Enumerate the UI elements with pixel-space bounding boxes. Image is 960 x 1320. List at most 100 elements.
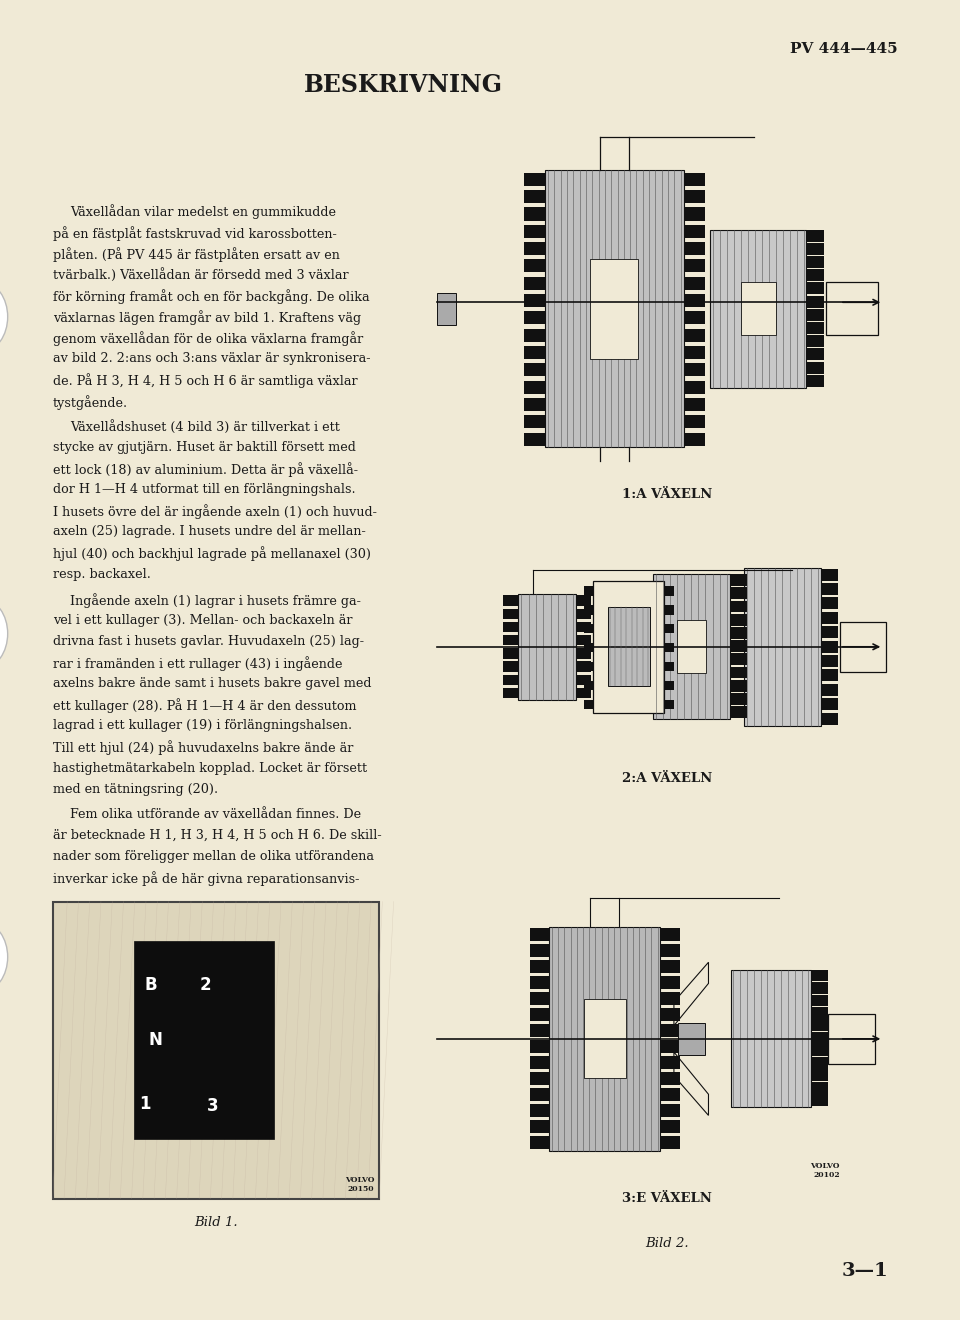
Circle shape <box>0 923 8 991</box>
Bar <box>660 944 680 957</box>
Bar <box>806 362 824 374</box>
Text: 3—1: 3—1 <box>841 1262 888 1280</box>
Bar <box>524 224 545 238</box>
Bar <box>806 282 824 294</box>
Text: 2:A VÄXELN: 2:A VÄXELN <box>622 772 712 785</box>
Bar <box>524 363 545 376</box>
Bar <box>524 380 545 393</box>
Bar <box>684 190 705 203</box>
Bar <box>584 606 593 615</box>
Bar <box>530 944 549 957</box>
Text: är betecknade H 1, H 3, H 4, H 5 och H 6. De skill-: är betecknade H 1, H 3, H 4, H 5 och H 6… <box>53 829 381 842</box>
Bar <box>134 941 274 1139</box>
Bar <box>524 190 545 203</box>
Text: genom växellådan för de olika växlarna framgår: genom växellådan för de olika växlarna f… <box>53 331 363 346</box>
Bar <box>660 928 680 941</box>
Bar <box>524 242 545 255</box>
Text: med en tätningsring (20).: med en tätningsring (20). <box>53 783 218 796</box>
Bar <box>806 322 824 334</box>
Text: 3:E VÄXELN: 3:E VÄXELN <box>622 1192 712 1205</box>
Bar <box>821 684 838 696</box>
Text: I husets övre del är ingående axeln (1) och huvud-: I husets övre del är ingående axeln (1) … <box>53 504 376 519</box>
Bar <box>530 1088 549 1101</box>
Bar <box>811 1057 828 1069</box>
Bar <box>821 640 838 652</box>
Bar <box>730 587 747 599</box>
Bar <box>684 329 705 342</box>
Bar <box>549 927 660 1151</box>
Bar <box>576 635 591 645</box>
Bar <box>530 1024 549 1038</box>
Text: plåten. (På PV 445 är fästplåten ersatt av en: plåten. (På PV 445 är fästplåten ersatt … <box>53 247 340 261</box>
Text: BESKRIVNING: BESKRIVNING <box>303 73 503 96</box>
Bar <box>811 1094 828 1106</box>
Text: resp. backaxel.: resp. backaxel. <box>53 568 151 581</box>
Text: hastighetmätarkabeln kopplad. Locket är försett: hastighetmätarkabeln kopplad. Locket är … <box>53 762 367 775</box>
Bar <box>684 294 705 308</box>
Circle shape <box>0 282 8 351</box>
Bar <box>437 293 456 325</box>
Bar <box>518 594 576 700</box>
Text: rar i framänden i ett rullager (43) i ingående: rar i framänden i ett rullager (43) i in… <box>53 656 343 671</box>
Bar <box>811 982 828 994</box>
Bar <box>664 661 674 671</box>
Text: av bild 2. 2:ans och 3:ans växlar är synkronisera-: av bild 2. 2:ans och 3:ans växlar är syn… <box>53 352 371 366</box>
Bar <box>584 643 593 652</box>
Text: tystgående.: tystgående. <box>53 395 128 409</box>
Text: VOLVO
20102: VOLVO 20102 <box>810 1162 840 1179</box>
Bar <box>806 296 824 308</box>
Text: växlarnas lägen framgår av bild 1. Kraftens väg: växlarnas lägen framgår av bild 1. Kraft… <box>53 310 361 325</box>
Bar <box>664 681 674 690</box>
Bar <box>811 1032 828 1044</box>
Text: vel i ett kullager (3). Mellan- och backaxeln är: vel i ett kullager (3). Mellan- och back… <box>53 614 352 627</box>
Text: Till ett hjul (24) på huvudaxelns bakre ände är: Till ett hjul (24) på huvudaxelns bakre … <box>53 741 353 755</box>
Bar <box>806 269 824 281</box>
Text: Bild 1.: Bild 1. <box>194 1216 238 1229</box>
Bar <box>806 375 824 387</box>
Bar <box>730 601 747 612</box>
Bar <box>524 346 545 359</box>
Text: ett kullager (28). På H 1—H 4 är den dessutom: ett kullager (28). På H 1—H 4 är den des… <box>53 698 356 713</box>
Bar <box>821 655 838 667</box>
Bar <box>811 1069 828 1081</box>
Bar <box>684 224 705 238</box>
Bar <box>608 607 650 686</box>
Bar <box>684 363 705 376</box>
Text: Fem olika utförande av växellådan finnes. De: Fem olika utförande av växellådan finnes… <box>70 808 361 821</box>
Bar <box>840 622 886 672</box>
Bar <box>741 282 776 335</box>
Bar <box>660 1008 680 1022</box>
Bar <box>503 648 518 659</box>
Bar <box>821 626 838 638</box>
Text: dor H 1—H 4 utformat till en förlängningshals.: dor H 1—H 4 utformat till en förlängning… <box>53 483 355 496</box>
Bar <box>811 994 828 1006</box>
Bar <box>503 622 518 632</box>
Bar <box>503 661 518 672</box>
Bar <box>584 586 593 595</box>
Bar <box>524 259 545 272</box>
Bar <box>730 667 747 678</box>
Bar <box>660 1104 680 1117</box>
Bar <box>677 620 706 673</box>
Bar <box>503 635 518 645</box>
Bar <box>664 606 674 615</box>
Text: PV 444—445: PV 444—445 <box>790 42 898 57</box>
Bar <box>660 975 680 989</box>
Text: hjul (40) och backhjul lagrade på mellanaxel (30): hjul (40) och backhjul lagrade på mellan… <box>53 546 371 561</box>
Bar <box>811 1044 828 1056</box>
Bar <box>576 661 591 672</box>
Bar <box>730 627 747 639</box>
Bar <box>828 1014 875 1064</box>
Bar <box>530 1072 549 1085</box>
Bar <box>806 243 824 255</box>
Bar <box>811 1019 828 1031</box>
Bar <box>584 661 593 671</box>
Bar <box>684 433 705 446</box>
Bar <box>584 700 593 709</box>
Bar <box>530 1137 549 1150</box>
Bar <box>576 675 591 685</box>
Bar <box>730 680 747 692</box>
Bar <box>530 960 549 973</box>
Text: nader som föreligger mellan de olika utförandena: nader som föreligger mellan de olika utf… <box>53 850 373 863</box>
Bar <box>530 1121 549 1134</box>
